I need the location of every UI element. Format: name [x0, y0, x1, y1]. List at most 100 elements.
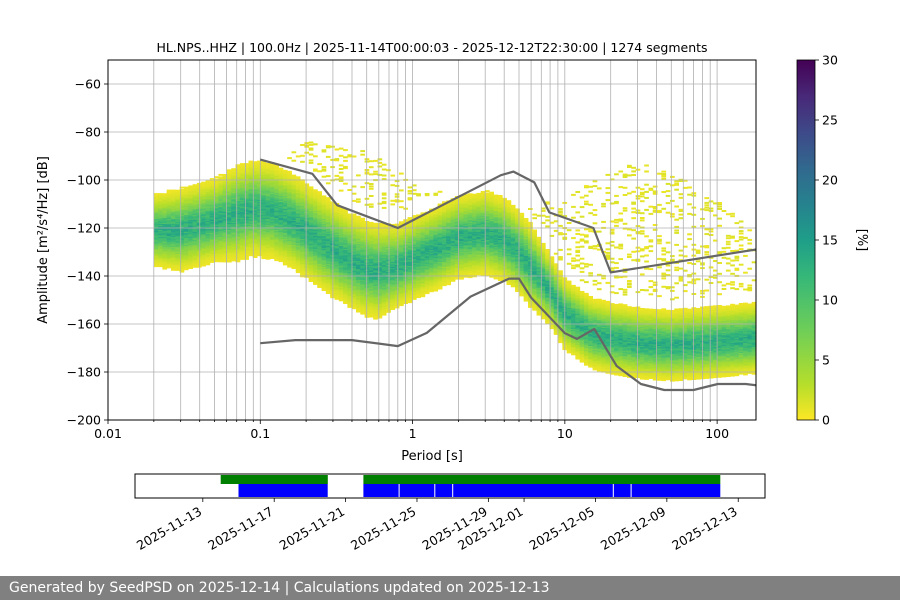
- psd-sparse-cell: [321, 168, 327, 171]
- psd-density-cell: [373, 248, 378, 250]
- psd-density-cell: [325, 235, 331, 238]
- psd-density-cell: [377, 233, 383, 236]
- psd-density-cell: [325, 209, 331, 212]
- psd-density-cell: [368, 272, 374, 275]
- psd-density-cell: [248, 201, 254, 204]
- psd-density-cell: [334, 287, 340, 289]
- psd-density-cell: [424, 241, 430, 244]
- psd-density-cell: [386, 278, 391, 281]
- psd-density-cell: [351, 258, 357, 260]
- psd-density-cell: [411, 246, 417, 249]
- psd-density-cell: [270, 254, 275, 257]
- psd-density-cell: [171, 190, 176, 193]
- psd-density-cell: [274, 175, 279, 178]
- psd-density-cell: [222, 180, 228, 182]
- psd-density-cell: [265, 246, 271, 249]
- psd-density-cell: [274, 242, 279, 245]
- psd-density-cell: [420, 223, 426, 226]
- psd-density-cell: [162, 204, 168, 206]
- psd-density-cell: [347, 290, 353, 293]
- psd-density-cell: [162, 264, 168, 266]
- psd-density-cell: [175, 246, 180, 249]
- psd-density-cell: [343, 221, 348, 224]
- psd-density-cell: [166, 211, 172, 214]
- psd-density-cell: [407, 296, 413, 299]
- psd-density-cell: [381, 254, 387, 257]
- psd-density-cell: [304, 195, 310, 198]
- psd-density-cell: [261, 257, 267, 260]
- psd-density-cell: [416, 256, 421, 259]
- psd-density-cell: [313, 282, 318, 285]
- psd-density-cell: [153, 225, 159, 228]
- psd-density-cell: [158, 238, 163, 241]
- psd-density-cell: [171, 254, 176, 257]
- psd-density-cell: [175, 218, 180, 221]
- psd-density-cell: [325, 276, 331, 279]
- psd-density-cell: [188, 189, 193, 191]
- psd-density-cell: [244, 255, 249, 258]
- psd-density-cell: [360, 231, 365, 233]
- psd-density-cell: [313, 207, 318, 210]
- psd-density-cell: [244, 184, 249, 187]
- psd-density-cell: [291, 223, 297, 226]
- psd-density-cell: [252, 191, 258, 194]
- psd-density-cell: [270, 181, 275, 184]
- psd-density-cell: [158, 215, 163, 218]
- psd-density-cell: [420, 271, 426, 274]
- psd-density-cell: [317, 210, 322, 213]
- psd-density-cell: [368, 225, 374, 228]
- psd-density-cell: [235, 183, 241, 186]
- psd-density-cell: [347, 227, 353, 230]
- psd-density-cell: [235, 224, 241, 227]
- psd-density-cell: [381, 270, 387, 273]
- psd-density-cell: [377, 258, 383, 261]
- psd-density-cell: [278, 258, 284, 261]
- psd-density-cell: [171, 261, 176, 264]
- psd-density-cell: [257, 208, 262, 211]
- psd-density-cell: [377, 252, 383, 255]
- psd-density-cell: [162, 259, 168, 262]
- psd-density-cell: [205, 211, 211, 214]
- psd-density-cell: [295, 262, 301, 265]
- psd-density-cell: [411, 266, 417, 269]
- psd-density-cell: [158, 213, 163, 216]
- psd-density-cell: [222, 256, 228, 259]
- psd-density-cell: [291, 243, 297, 245]
- psd-density-cell: [270, 223, 275, 226]
- psd-density-cell: [356, 273, 361, 276]
- psd-density-cell: [420, 237, 426, 240]
- psd-density-cell: [244, 175, 249, 178]
- psd-density-cell: [308, 247, 314, 250]
- psd-density-cell: [162, 198, 168, 200]
- psd-sparse-cell: [338, 180, 344, 182]
- psd-density-cell: [308, 194, 314, 197]
- psd-density-cell: [291, 259, 297, 262]
- psd-density-cell: [175, 190, 180, 193]
- psd-density-cell: [282, 177, 288, 179]
- psd-density-cell: [166, 234, 172, 236]
- psd-density-cell: [257, 182, 262, 185]
- psd-density-cell: [304, 223, 310, 225]
- psd-density-cell: [424, 262, 430, 265]
- psd-density-cell: [278, 219, 284, 222]
- psd-density-cell: [295, 224, 301, 227]
- psd-density-cell: [295, 231, 301, 234]
- psd-density-cell: [205, 229, 211, 232]
- psd-density-cell: [201, 228, 206, 231]
- psd-density-cell: [278, 215, 284, 218]
- psd-density-cell: [201, 206, 206, 209]
- psd-density-cell: [239, 217, 245, 220]
- psd-density-cell: [166, 228, 172, 230]
- psd-density-cell: [235, 212, 241, 215]
- psd-density-cell: [227, 186, 232, 189]
- psd-density-cell: [386, 304, 391, 307]
- psd-density-cell: [291, 207, 297, 209]
- psd-density-cell: [270, 200, 275, 203]
- psd-sparse-cell: [381, 174, 387, 177]
- psd-density-cell: [394, 299, 400, 302]
- psd-density-cell: [214, 230, 219, 233]
- psd-density-cell: [188, 244, 193, 247]
- psd-density-cell: [265, 234, 271, 237]
- psd-density-cell: [386, 261, 391, 264]
- psd-density-cell: [304, 260, 310, 263]
